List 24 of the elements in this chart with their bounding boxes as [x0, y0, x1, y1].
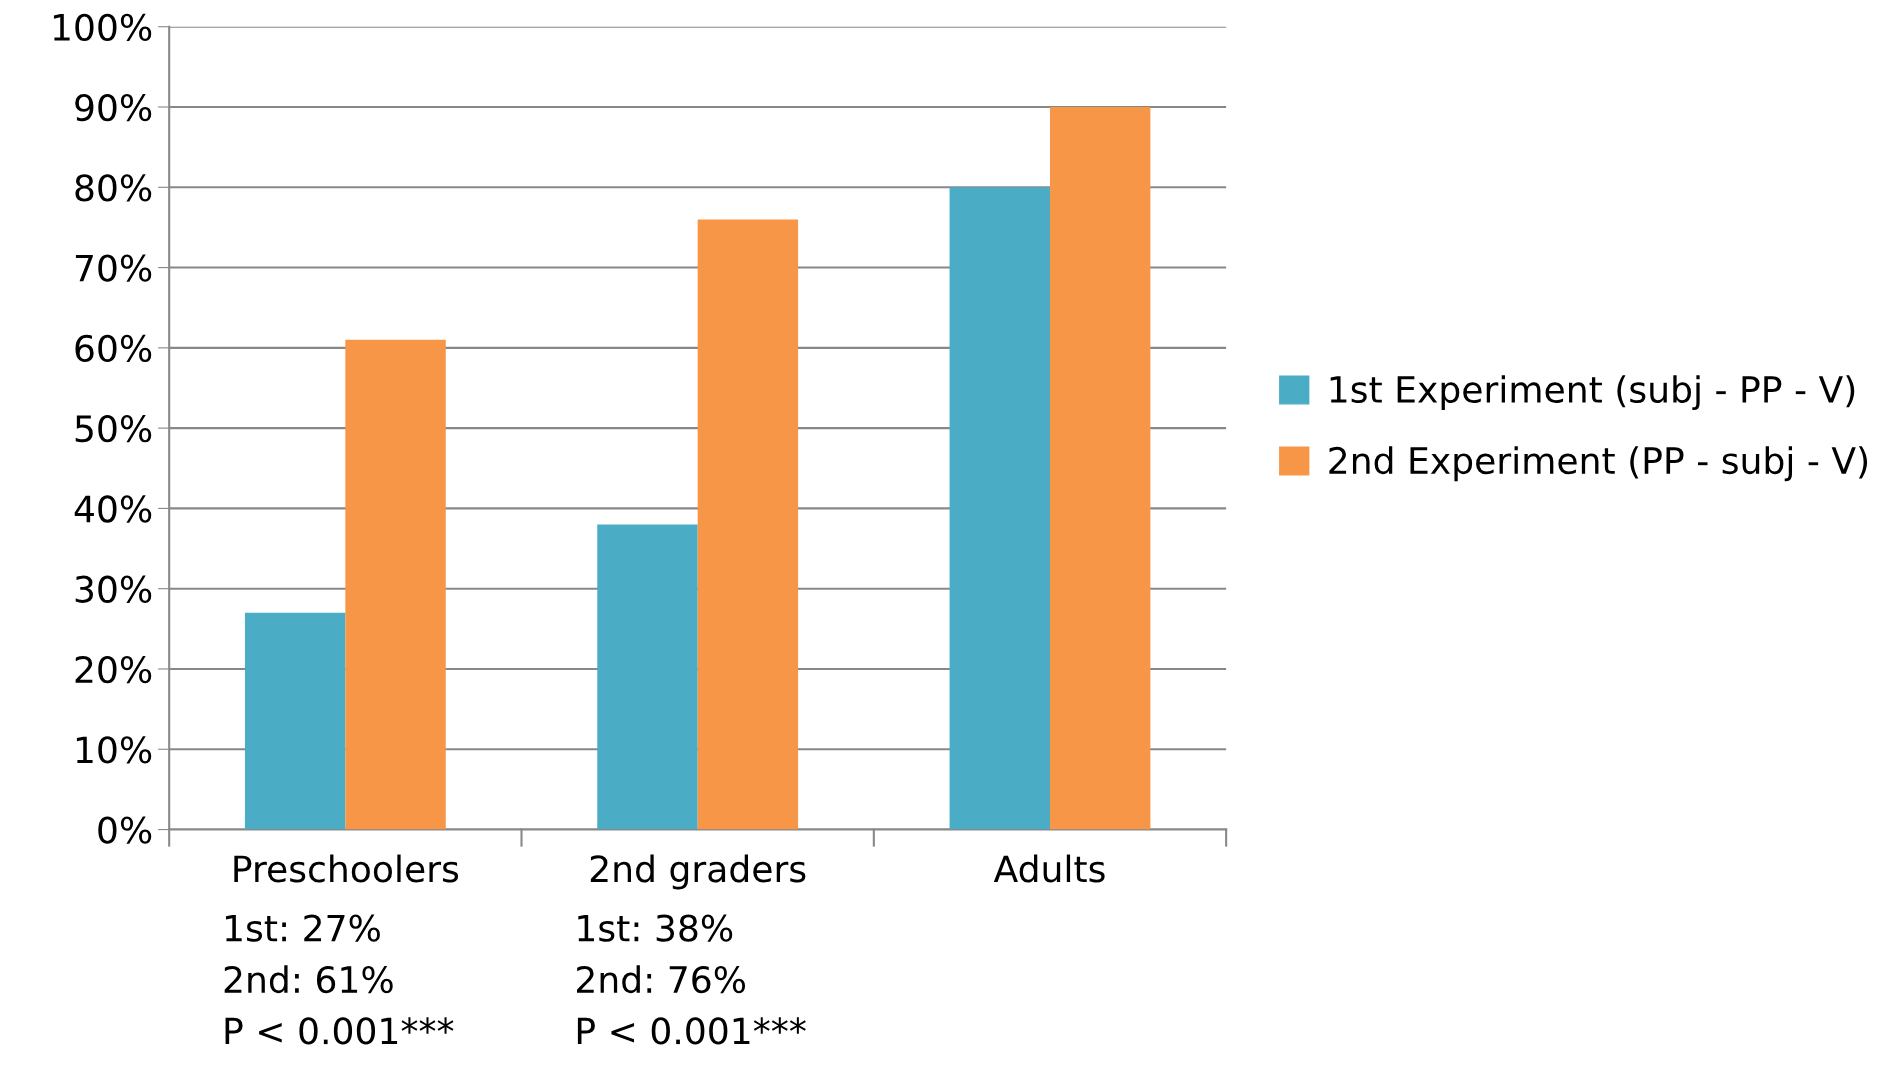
- bar: [345, 339, 446, 830]
- y-tick-label: 60%: [75, 334, 152, 363]
- legend-label: 1st Experiment (subj - PP - V): [1330, 375, 1855, 411]
- y-tick-label: 50%: [75, 415, 152, 443]
- y-tick-label: 40%: [74, 495, 152, 523]
- bar: [949, 187, 1050, 830]
- bar: [1049, 107, 1151, 830]
- y-tick-label: 0%: [98, 816, 152, 844]
- y-tick-label: 70%: [75, 254, 152, 282]
- y-tick-label: 80%: [75, 174, 152, 202]
- bar: [697, 219, 799, 830]
- bar: [244, 612, 346, 830]
- x-tick-label: Adults: [993, 854, 1105, 883]
- text: 1st: 38% 2nd: 76% P < 0.001***: [577, 914, 806, 1045]
- y-tick-label: 20%: [75, 655, 152, 684]
- y-tick-label: 100%: [53, 13, 152, 41]
- y-tick-label: 90%: [75, 93, 152, 122]
- bar: [597, 524, 698, 830]
- x-tick-label: 2nd graders: [590, 854, 806, 890]
- x-tick-label: Preschoolers: [234, 854, 459, 883]
- y-tick-label: 10%: [76, 736, 152, 764]
- legend-label: 2nd Experiment (PP - subj - V): [1329, 446, 1868, 482]
- y-tick-label: 30%: [75, 575, 152, 603]
- text: 1st: 27% 2nd: 61% P < 0.001***: [224, 914, 454, 1045]
